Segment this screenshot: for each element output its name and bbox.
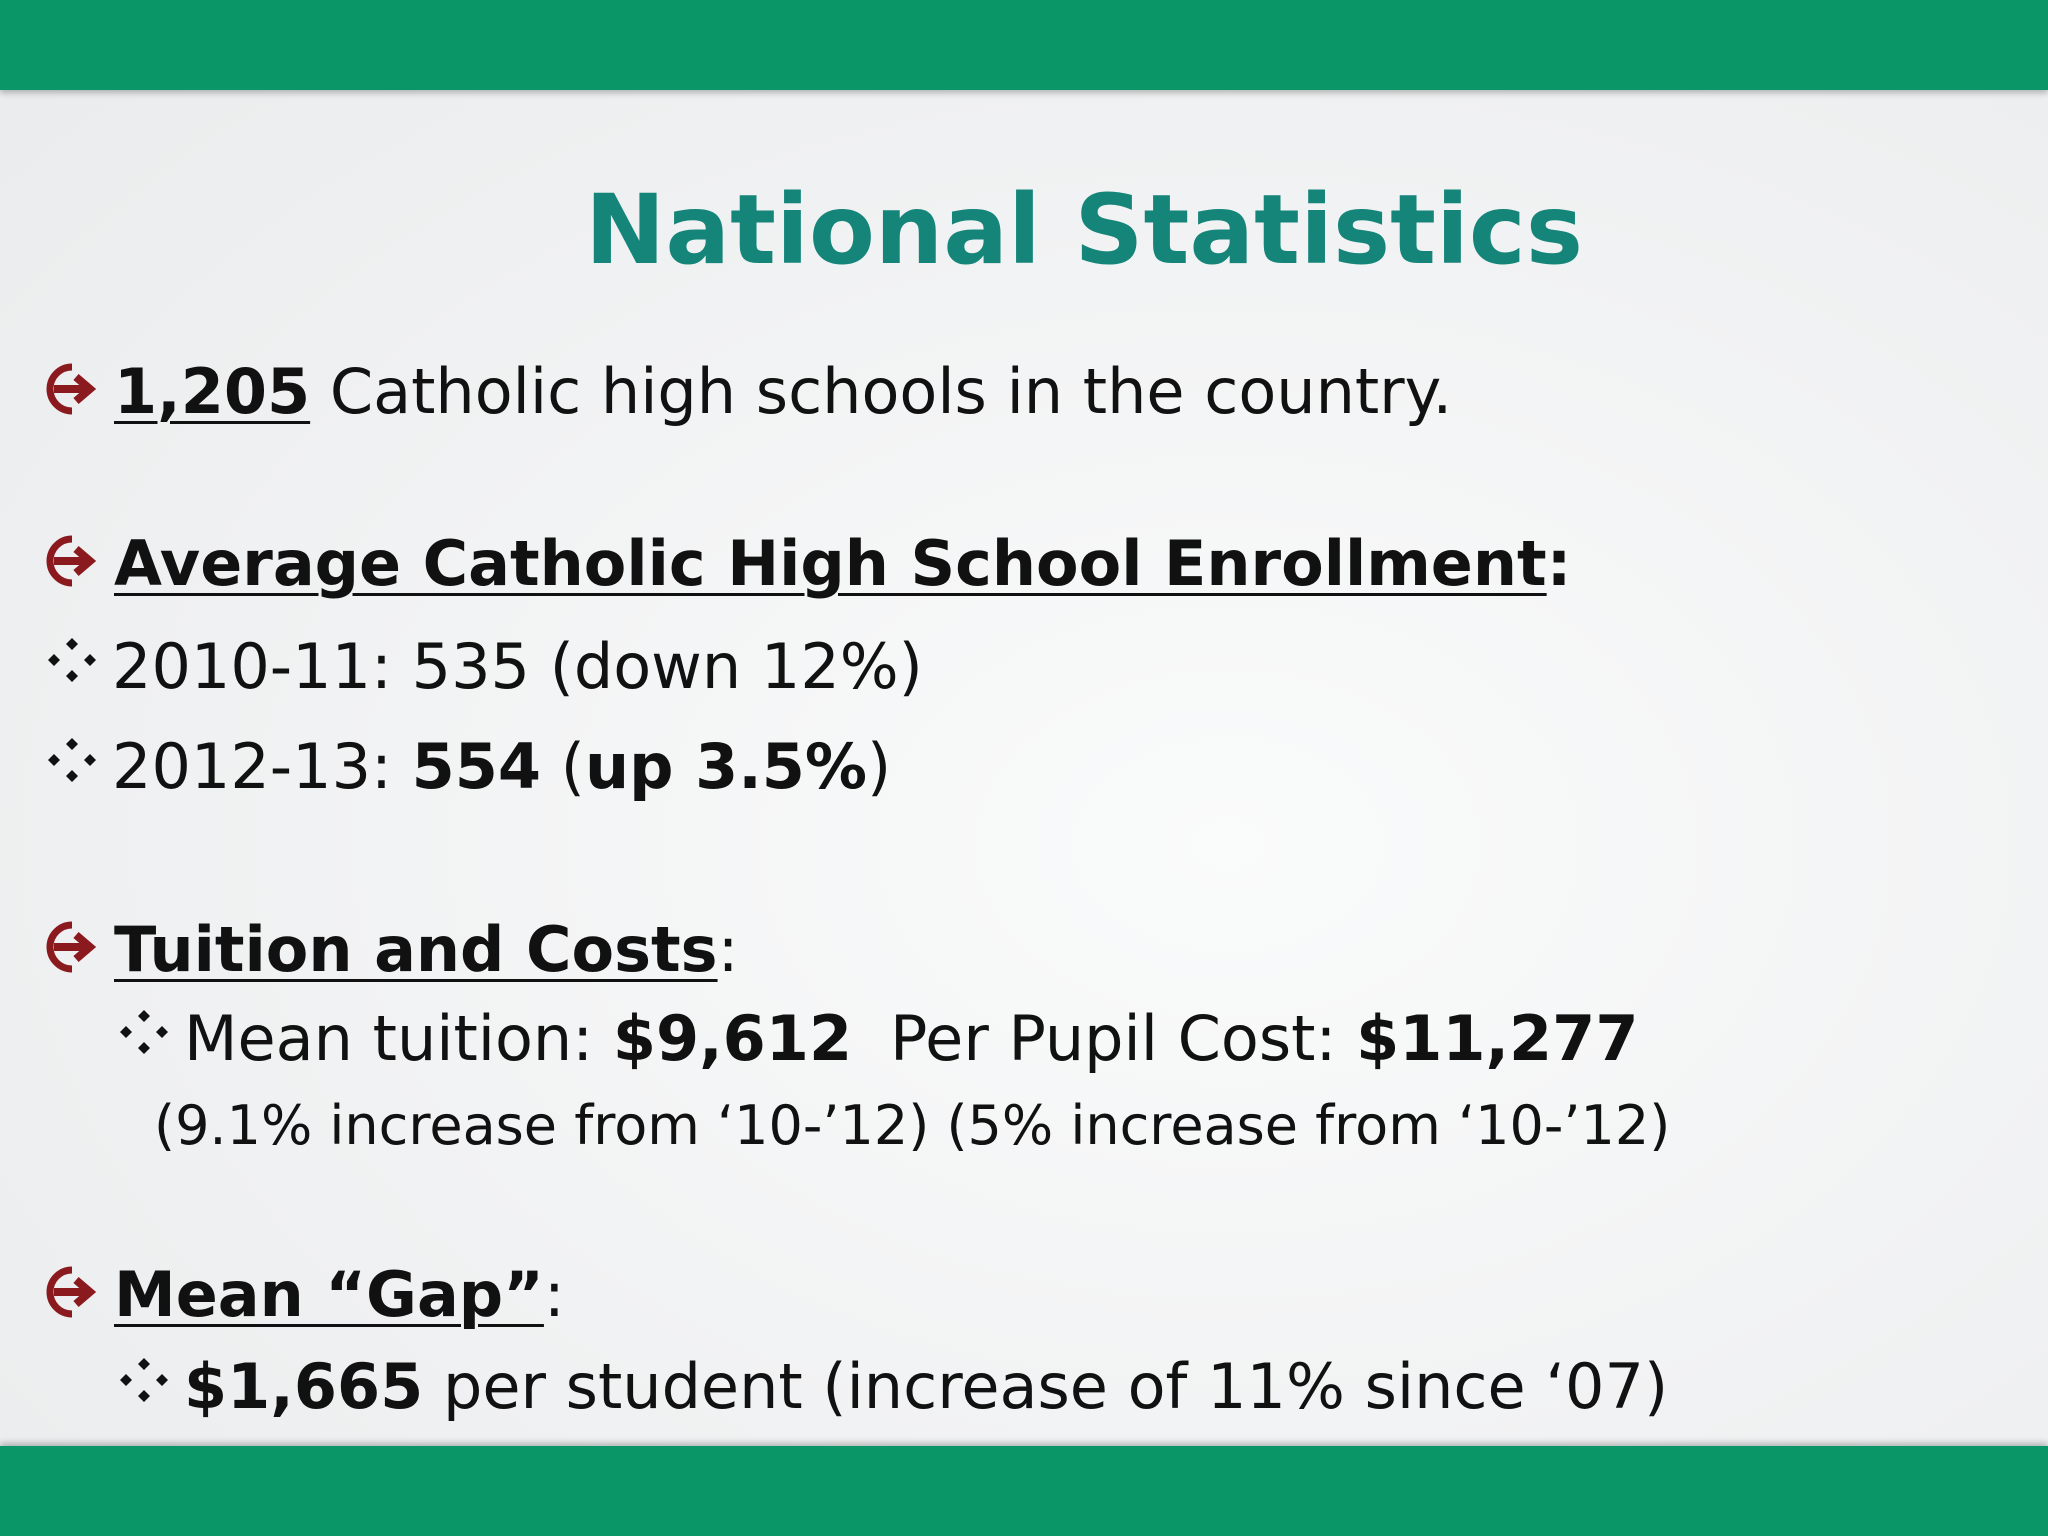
enrollment-2012-label: 2012-13: xyxy=(112,730,412,803)
enrollment-2012-value: 554 xyxy=(411,730,542,803)
gap-heading: Mean “Gap” xyxy=(114,1258,544,1331)
per-pupil-cost-value: $11,277 xyxy=(1356,1002,1639,1075)
enrollment-2012-paren-open: ( xyxy=(541,730,585,803)
bullet-enrollment: Average Catholic High School Enrollment: xyxy=(46,527,1646,607)
circled-arrow-icon xyxy=(46,535,97,587)
gap-text: per student (increase of 11% since ‘07) xyxy=(423,1350,1669,1423)
mean-tuition-value: $9,612 xyxy=(612,1002,853,1075)
four-diamond-icon xyxy=(120,1358,168,1402)
per-pupil-cost-label: Per Pupil Cost: xyxy=(890,1002,1357,1075)
tuition-heading: Tuition and Costs xyxy=(114,913,718,986)
schools-text: Catholic high schools in the country. xyxy=(310,355,1453,428)
top-green-band xyxy=(0,0,2048,90)
gap-colon: : xyxy=(543,1258,565,1331)
tuition-costs-line: Mean tuition: $9,612 Per Pupil Cost: $11… xyxy=(120,1002,1720,1082)
enrollment-heading: Average Catholic High School Enrollment xyxy=(114,527,1547,600)
enrollment-2012-change: up 3.5% xyxy=(584,730,868,803)
enrollment-item-2012: 2012-13: 554 (up 3.5%) xyxy=(48,730,1248,810)
schools-count: 1,205 xyxy=(114,355,311,428)
four-diamond-icon xyxy=(48,738,96,782)
mean-tuition-label: Mean tuition: xyxy=(184,1002,613,1075)
gap-value: $1,665 xyxy=(184,1350,424,1423)
enrollment-item-2010: 2010-11: 535 (down 12%) xyxy=(48,630,1248,710)
tuition-colon: : xyxy=(717,913,739,986)
bullet-tuition: Tuition and Costs: xyxy=(46,913,1246,993)
enrollment-2012-paren-close: ) xyxy=(867,730,892,803)
enrollment-2010-text: 2010-11: 535 (down 12%) xyxy=(112,630,923,703)
gap-detail-line: $1,665 per student (increase of 11% sinc… xyxy=(120,1350,1720,1430)
bottom-green-band xyxy=(0,1446,2048,1536)
tuition-increase-note: (9.1% increase from ‘10-’12) (5% increas… xyxy=(154,1094,1671,1157)
circled-arrow-icon xyxy=(46,1266,97,1318)
bullet-schools: 1,205 Catholic high schools in the count… xyxy=(46,355,1452,435)
circled-arrow-icon xyxy=(46,363,97,415)
enrollment-colon: : xyxy=(1546,527,1572,600)
circled-arrow-icon xyxy=(46,921,97,973)
bullet-gap: Mean “Gap”: xyxy=(46,1258,1246,1338)
slide-title: National Statistics xyxy=(585,174,1583,286)
four-diamond-icon xyxy=(48,638,96,682)
four-diamond-icon xyxy=(120,1010,168,1054)
